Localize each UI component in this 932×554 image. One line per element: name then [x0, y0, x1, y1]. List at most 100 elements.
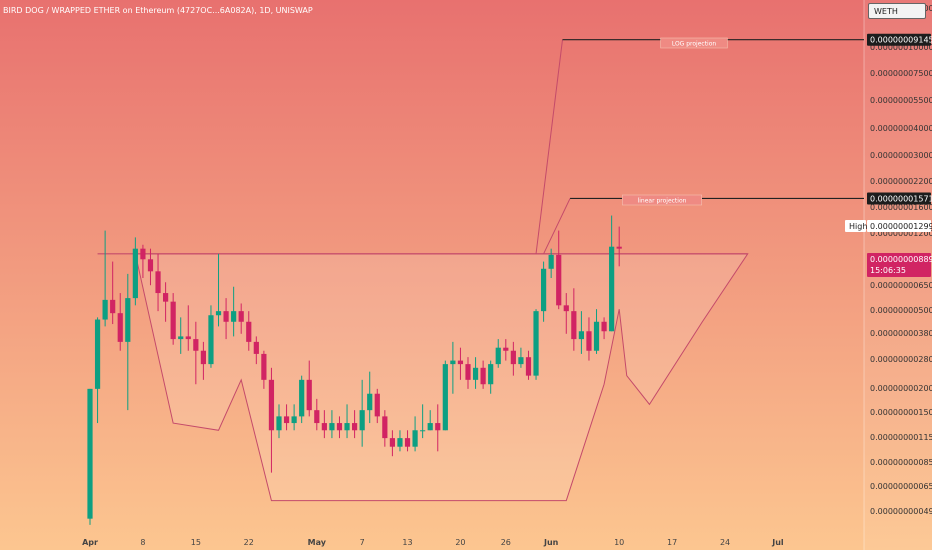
- candle-body[interactable]: [336, 423, 343, 431]
- candle-body[interactable]: [231, 311, 237, 322]
- candle-body[interactable]: [185, 336, 191, 340]
- candle-body[interactable]: [87, 388, 93, 519]
- candle-body[interactable]: [412, 430, 418, 447]
- candle-body[interactable]: [283, 416, 290, 424]
- y-tick-label: 0.000000022000: [870, 177, 932, 186]
- candle-body[interactable]: [140, 248, 146, 260]
- candle-body[interactable]: [518, 357, 524, 365]
- candle-body[interactable]: [442, 364, 448, 431]
- candle-body[interactable]: [314, 410, 320, 424]
- x-tick-label: 22: [244, 538, 254, 547]
- candle-body[interactable]: [457, 360, 464, 365]
- cup-pattern: [134, 253, 749, 502]
- candle-body[interactable]: [427, 423, 433, 431]
- candle-body[interactable]: [525, 357, 532, 376]
- candle-body[interactable]: [208, 315, 214, 365]
- candle-body[interactable]: [548, 254, 554, 269]
- candle-body[interactable]: [238, 311, 244, 322]
- candle-body[interactable]: [200, 350, 206, 365]
- candle-body[interactable]: [102, 299, 108, 320]
- candle-body[interactable]: [359, 410, 365, 431]
- candle-body[interactable]: [556, 254, 562, 306]
- candle-body[interactable]: [435, 423, 441, 431]
- candle-body[interactable]: [533, 311, 539, 376]
- candle-body[interactable]: [193, 339, 199, 351]
- y-tick-label: 0.000000075000: [870, 69, 932, 78]
- candle-body[interactable]: [382, 416, 388, 439]
- y-tick-label: 0.000000001150: [870, 433, 932, 442]
- candle-body[interactable]: [306, 379, 312, 411]
- linear-value-tag-bg: [867, 192, 931, 205]
- candle-body[interactable]: [291, 416, 297, 424]
- candle-body[interactable]: [616, 246, 622, 249]
- x-tick-label: 24: [720, 538, 730, 547]
- candle-body[interactable]: [253, 341, 259, 354]
- candle-body[interactable]: [215, 311, 222, 316]
- x-tick-label: 20: [455, 538, 465, 547]
- last-price-value: 0.000000008898: [870, 255, 932, 264]
- candle-body[interactable]: [132, 248, 138, 299]
- candle-body[interactable]: [268, 379, 275, 431]
- candle-body[interactable]: [503, 347, 509, 351]
- projection-layer: LOG projection linear projection: [535, 37, 864, 255]
- candle-body[interactable]: [593, 321, 600, 351]
- candles-layer: [87, 215, 622, 525]
- candle-body[interactable]: [147, 259, 154, 272]
- y-tick-label: 0.000000100000: [870, 43, 932, 52]
- candle-body[interactable]: [352, 423, 358, 431]
- candle-body[interactable]: [465, 364, 471, 380]
- candle-body[interactable]: [488, 364, 494, 385]
- x-tick-label: 7: [360, 538, 365, 547]
- candle-body[interactable]: [344, 423, 350, 431]
- candle-body[interactable]: [117, 313, 123, 342]
- candle-body[interactable]: [563, 305, 569, 312]
- log-projection-label-bg: [660, 37, 728, 49]
- candle-body[interactable]: [367, 393, 373, 411]
- candle-body[interactable]: [223, 311, 229, 322]
- candle-body[interactable]: [480, 367, 486, 385]
- candle-body[interactable]: [420, 430, 426, 432]
- candle-body[interactable]: [155, 271, 161, 294]
- candle-body[interactable]: [276, 416, 282, 431]
- price-tags: 0.000000091451 0.000000015712 0.0000000129…: [845, 33, 932, 277]
- candle-body[interactable]: [586, 331, 592, 351]
- candle-body[interactable]: [541, 268, 547, 312]
- candle-body[interactable]: [110, 299, 116, 314]
- candle-body[interactable]: [178, 336, 184, 340]
- candle-body[interactable]: [246, 321, 252, 342]
- y-tick-label: 0.000000055000: [870, 96, 932, 105]
- linear-projection-label-bg: [621, 194, 702, 206]
- x-tick-label: Apr: [82, 538, 98, 547]
- candle-body[interactable]: [329, 423, 335, 431]
- candle-body[interactable]: [450, 360, 456, 365]
- y-axis: 0.0000001300000.0000001000000.0000000750…: [870, 4, 932, 516]
- linear-projection-label: linear projection: [638, 198, 687, 205]
- log-value-tag: 0.000000091451: [870, 36, 932, 45]
- y-tick-label: 0.000000000650: [870, 482, 932, 491]
- candle-body[interactable]: [389, 438, 395, 447]
- candle-body[interactable]: [261, 353, 267, 380]
- candle-body[interactable]: [404, 438, 411, 447]
- candle-body[interactable]: [578, 331, 584, 340]
- linear-projection-rise: [543, 198, 571, 255]
- candle-body[interactable]: [374, 393, 380, 417]
- candle-body[interactable]: [397, 438, 403, 447]
- candle-body[interactable]: [163, 293, 169, 302]
- candle-body[interactable]: [601, 321, 607, 332]
- y-tick-label: 0.000000000490: [870, 507, 932, 516]
- candle-body[interactable]: [510, 350, 516, 365]
- candle-body[interactable]: [609, 246, 615, 332]
- pattern-layer: [97, 253, 749, 502]
- candle-body[interactable]: [94, 319, 101, 389]
- candle-body[interactable]: [125, 298, 131, 342]
- currency-badge[interactable]: WETH: [868, 3, 926, 19]
- candle-body[interactable]: [170, 301, 176, 340]
- candle-body[interactable]: [571, 311, 577, 340]
- candle-body[interactable]: [495, 347, 501, 365]
- candle-body[interactable]: [472, 367, 479, 380]
- candle-body[interactable]: [299, 379, 305, 417]
- candle-body[interactable]: [321, 423, 327, 431]
